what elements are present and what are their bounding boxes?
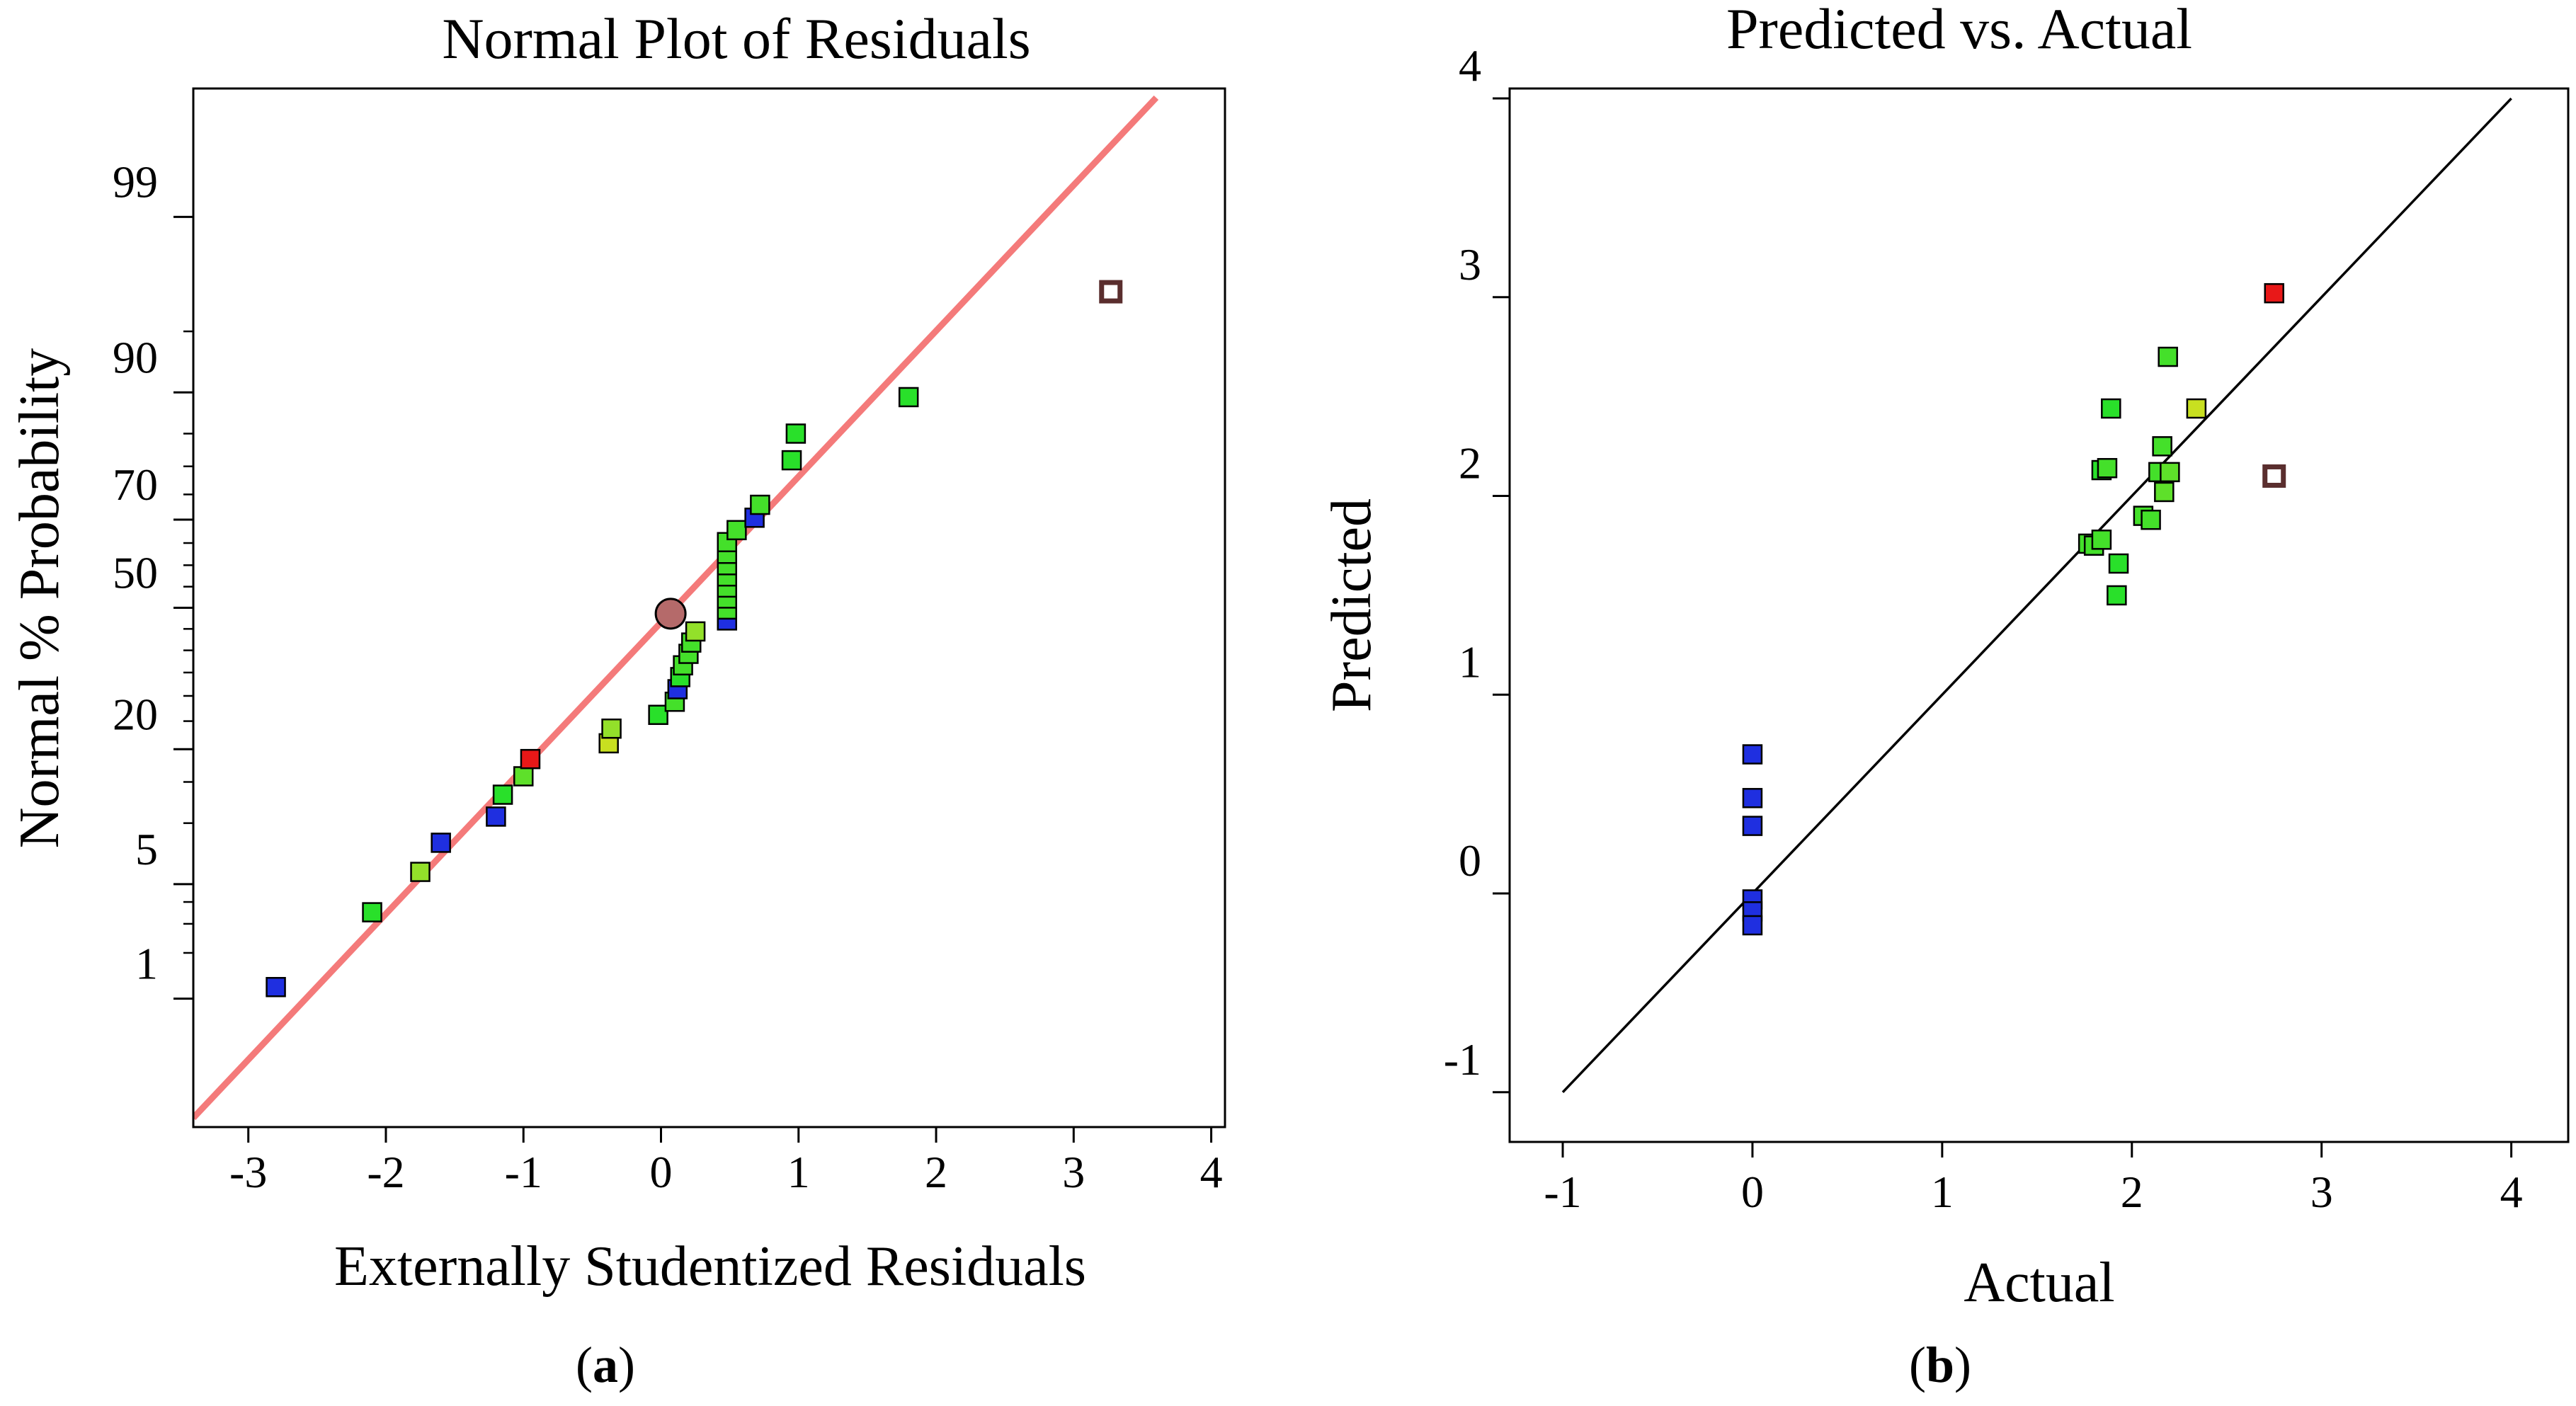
predicted-point-6 xyxy=(1742,915,1763,936)
y-tick-label: 3 xyxy=(1459,239,1481,290)
predicted-point-19 xyxy=(2154,481,2175,503)
panel-b-title: Predicted vs. Actual xyxy=(1726,0,2192,61)
x-tick-label: -1 xyxy=(505,1147,542,1197)
residual-point-1 xyxy=(266,977,286,998)
panel-b-caption-close: ) xyxy=(1954,1337,1971,1393)
panel-a-x-axis-label: Externally Studentized Residuals xyxy=(334,1235,1086,1298)
panel-a-normal-plot: Normal Plot of Residuals -3 -2 -1 0 1 2 3 4 1 5 2… xyxy=(8,6,1226,1393)
panel-a-plot-area xyxy=(193,95,1159,1121)
y-tick-label: 99 xyxy=(113,156,158,207)
x-tick-label: 2 xyxy=(2121,1167,2143,1217)
predicted-point-22 xyxy=(2186,398,2207,419)
residual-point-2 xyxy=(362,902,382,922)
panel-a-caption-open: ( xyxy=(576,1337,593,1393)
residual-point-29 xyxy=(750,494,770,515)
residual-point-11 xyxy=(648,704,668,725)
panel-a-frame xyxy=(192,87,1226,1128)
predicted-point-11 xyxy=(2097,457,2118,479)
panel-a-y-ticks: 1 5 20 50 70 90 99 xyxy=(113,156,193,1000)
panel-b-frame xyxy=(1508,87,2570,1143)
panel-b-points xyxy=(1742,282,2286,936)
residual-point-31 xyxy=(785,423,807,444)
predicted-point-20 xyxy=(2158,346,2178,367)
predicted-point-16 xyxy=(2141,509,2161,530)
x-tick-label: -1 xyxy=(1544,1167,1581,1217)
panel-b-y-ticks: -1 0 1 2 3 4 xyxy=(1444,40,1510,1094)
x-tick-label: 0 xyxy=(1741,1167,1764,1217)
panel-a-title: Normal Plot of Residuals xyxy=(442,6,1030,71)
panel-b-predicted-vs-actual: Predicted vs. Actual -1 0 1 2 3 4 -1 0 1 2 3 4 Act… xyxy=(1321,0,2570,1393)
panel-a-caption-close: ) xyxy=(618,1337,635,1393)
panel-b-caption-label: (b) xyxy=(1909,1337,1971,1393)
panel-b-caption-letter: b xyxy=(1926,1337,1954,1393)
y-tick-label: 50 xyxy=(113,548,158,598)
x-tick-label: 0 xyxy=(650,1147,673,1197)
panel-a-highlight-point xyxy=(654,598,687,630)
residual-point-27 xyxy=(726,520,747,541)
predicted-point-14 xyxy=(2107,585,2127,606)
predicted-point-1 xyxy=(1742,744,1763,765)
panel-a-points xyxy=(266,280,1123,998)
x-tick-label: 2 xyxy=(925,1147,947,1197)
predicted-point-12 xyxy=(2101,398,2121,419)
y-tick-label: 20 xyxy=(113,689,158,739)
predicted-point-9 xyxy=(2091,530,2112,550)
y-tick-label: 5 xyxy=(135,824,158,874)
x-tick-label: 4 xyxy=(1200,1147,1223,1197)
predicted-point-3 xyxy=(1742,816,1763,836)
panel-a-x-ticks: -3 -2 -1 0 1 2 3 4 xyxy=(229,1127,1223,1197)
y-tick-label: 2 xyxy=(1459,438,1481,488)
y-tick-label: 90 xyxy=(113,332,158,382)
x-tick-label: -2 xyxy=(367,1147,404,1197)
panel-a-y-axis-label: Normal % Probability xyxy=(8,348,71,849)
residual-point-32 xyxy=(898,387,919,408)
panel-a-caption-letter: a xyxy=(593,1337,618,1393)
x-tick-label: 1 xyxy=(787,1147,810,1197)
predicted-point-21 xyxy=(2160,462,2180,483)
residual-point-3 xyxy=(410,862,431,882)
residual-point-10 xyxy=(601,718,622,739)
predicted-point-13 xyxy=(2108,553,2129,574)
panel-b-y-axis-label: Predicted xyxy=(1321,498,1383,712)
highlighted-design-point xyxy=(654,598,687,630)
y-tick-label: -1 xyxy=(1444,1034,1481,1085)
panel-b-x-ticks: -1 0 1 2 3 4 xyxy=(1544,1142,2523,1217)
panel-b-reference-line xyxy=(1561,97,2512,1094)
panel-b-x-axis-label: Actual xyxy=(1964,1252,2114,1314)
residual-point-5 xyxy=(486,806,506,827)
residual-point-30 xyxy=(781,450,802,471)
predicted-point-2 xyxy=(1742,788,1763,808)
y-tick-label: 4 xyxy=(1459,40,1481,91)
residual-point-8 xyxy=(520,748,541,770)
predicted-point-23 xyxy=(2264,282,2284,304)
panel-a-caption-label: (a) xyxy=(576,1337,635,1393)
panel-b-plot-area xyxy=(1561,97,2512,1094)
y-tick-label: 1 xyxy=(1459,636,1481,687)
panel-b-caption-open: ( xyxy=(1909,1337,1926,1393)
y-tick-label: 0 xyxy=(1459,835,1481,886)
y-tick-label: 1 xyxy=(135,939,158,989)
predicted-point-24 xyxy=(2262,464,2286,488)
residual-point-33 xyxy=(1099,280,1123,304)
x-tick-label: 3 xyxy=(1062,1147,1085,1197)
x-tick-label: 4 xyxy=(2500,1167,2523,1217)
predicted-point-18 xyxy=(2152,436,2172,457)
residual-point-7 xyxy=(513,766,534,787)
residual-point-6 xyxy=(492,784,513,805)
x-tick-label: 3 xyxy=(2310,1167,2333,1217)
residual-point-18 xyxy=(685,621,706,642)
x-tick-label: 1 xyxy=(1931,1167,1954,1217)
x-tick-label: -3 xyxy=(229,1147,267,1197)
residual-point-4 xyxy=(431,833,451,853)
y-tick-label: 70 xyxy=(113,459,158,510)
identity-line xyxy=(1561,97,2512,1094)
